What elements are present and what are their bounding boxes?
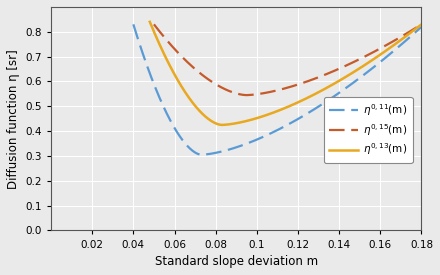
Y-axis label: Diffusion function η [sr]: Diffusion function η [sr] xyxy=(7,49,20,189)
$\eta^{0,15}$(m) xyxy=(279,88,284,91)
$\eta^{0,15}$(m) xyxy=(281,87,286,90)
Line: $\eta^{0,13}$(m): $\eta^{0,13}$(m) xyxy=(150,22,422,125)
$\eta^{0,13}$(m) xyxy=(419,23,424,26)
$\eta^{0,11}$(m) xyxy=(303,113,308,116)
$\eta^{0,13}$(m) xyxy=(370,58,376,61)
$\eta^{0,11}$(m) xyxy=(419,25,424,29)
$\eta^{0,11}$(m) xyxy=(199,153,204,156)
$\eta^{0,13}$(m) xyxy=(295,101,300,104)
$\eta^{0,13}$(m) xyxy=(277,109,282,112)
$\eta^{0,13}$(m) xyxy=(147,20,152,23)
$\eta^{0,13}$(m) xyxy=(309,94,315,97)
Line: $\eta^{0,11}$(m): $\eta^{0,11}$(m) xyxy=(133,24,422,155)
$\eta^{0,15}$(m) xyxy=(371,50,376,54)
$\eta^{0,11}$(m) xyxy=(268,132,273,135)
$\eta^{0,13}$(m) xyxy=(219,123,224,126)
$\eta^{0,15}$(m) xyxy=(311,77,316,81)
$\eta^{0,11}$(m) xyxy=(131,23,136,26)
Line: $\eta^{0,15}$(m): $\eta^{0,15}$(m) xyxy=(154,24,422,95)
$\eta^{0,15}$(m) xyxy=(413,26,418,30)
X-axis label: Standard slope deviation m: Standard slope deviation m xyxy=(155,255,318,268)
$\eta^{0,15}$(m) xyxy=(151,23,157,26)
$\eta^{0,13}$(m) xyxy=(413,27,418,31)
$\eta^{0,11}$(m) xyxy=(413,31,418,34)
$\eta^{0,11}$(m) xyxy=(367,68,373,72)
$\eta^{0,15}$(m) xyxy=(419,23,424,26)
$\eta^{0,13}$(m) xyxy=(279,108,284,111)
$\eta^{0,15}$(m) xyxy=(297,82,302,86)
Legend: $\eta^{0,11}$(m), $\eta^{0,15}$(m), $\eta^{0,13}$(m): $\eta^{0,11}$(m), $\eta^{0,15}$(m), $\et… xyxy=(323,97,413,163)
$\eta^{0,15}$(m) xyxy=(244,94,249,97)
$\eta^{0,11}$(m) xyxy=(287,122,293,125)
$\eta^{0,11}$(m) xyxy=(270,131,275,134)
